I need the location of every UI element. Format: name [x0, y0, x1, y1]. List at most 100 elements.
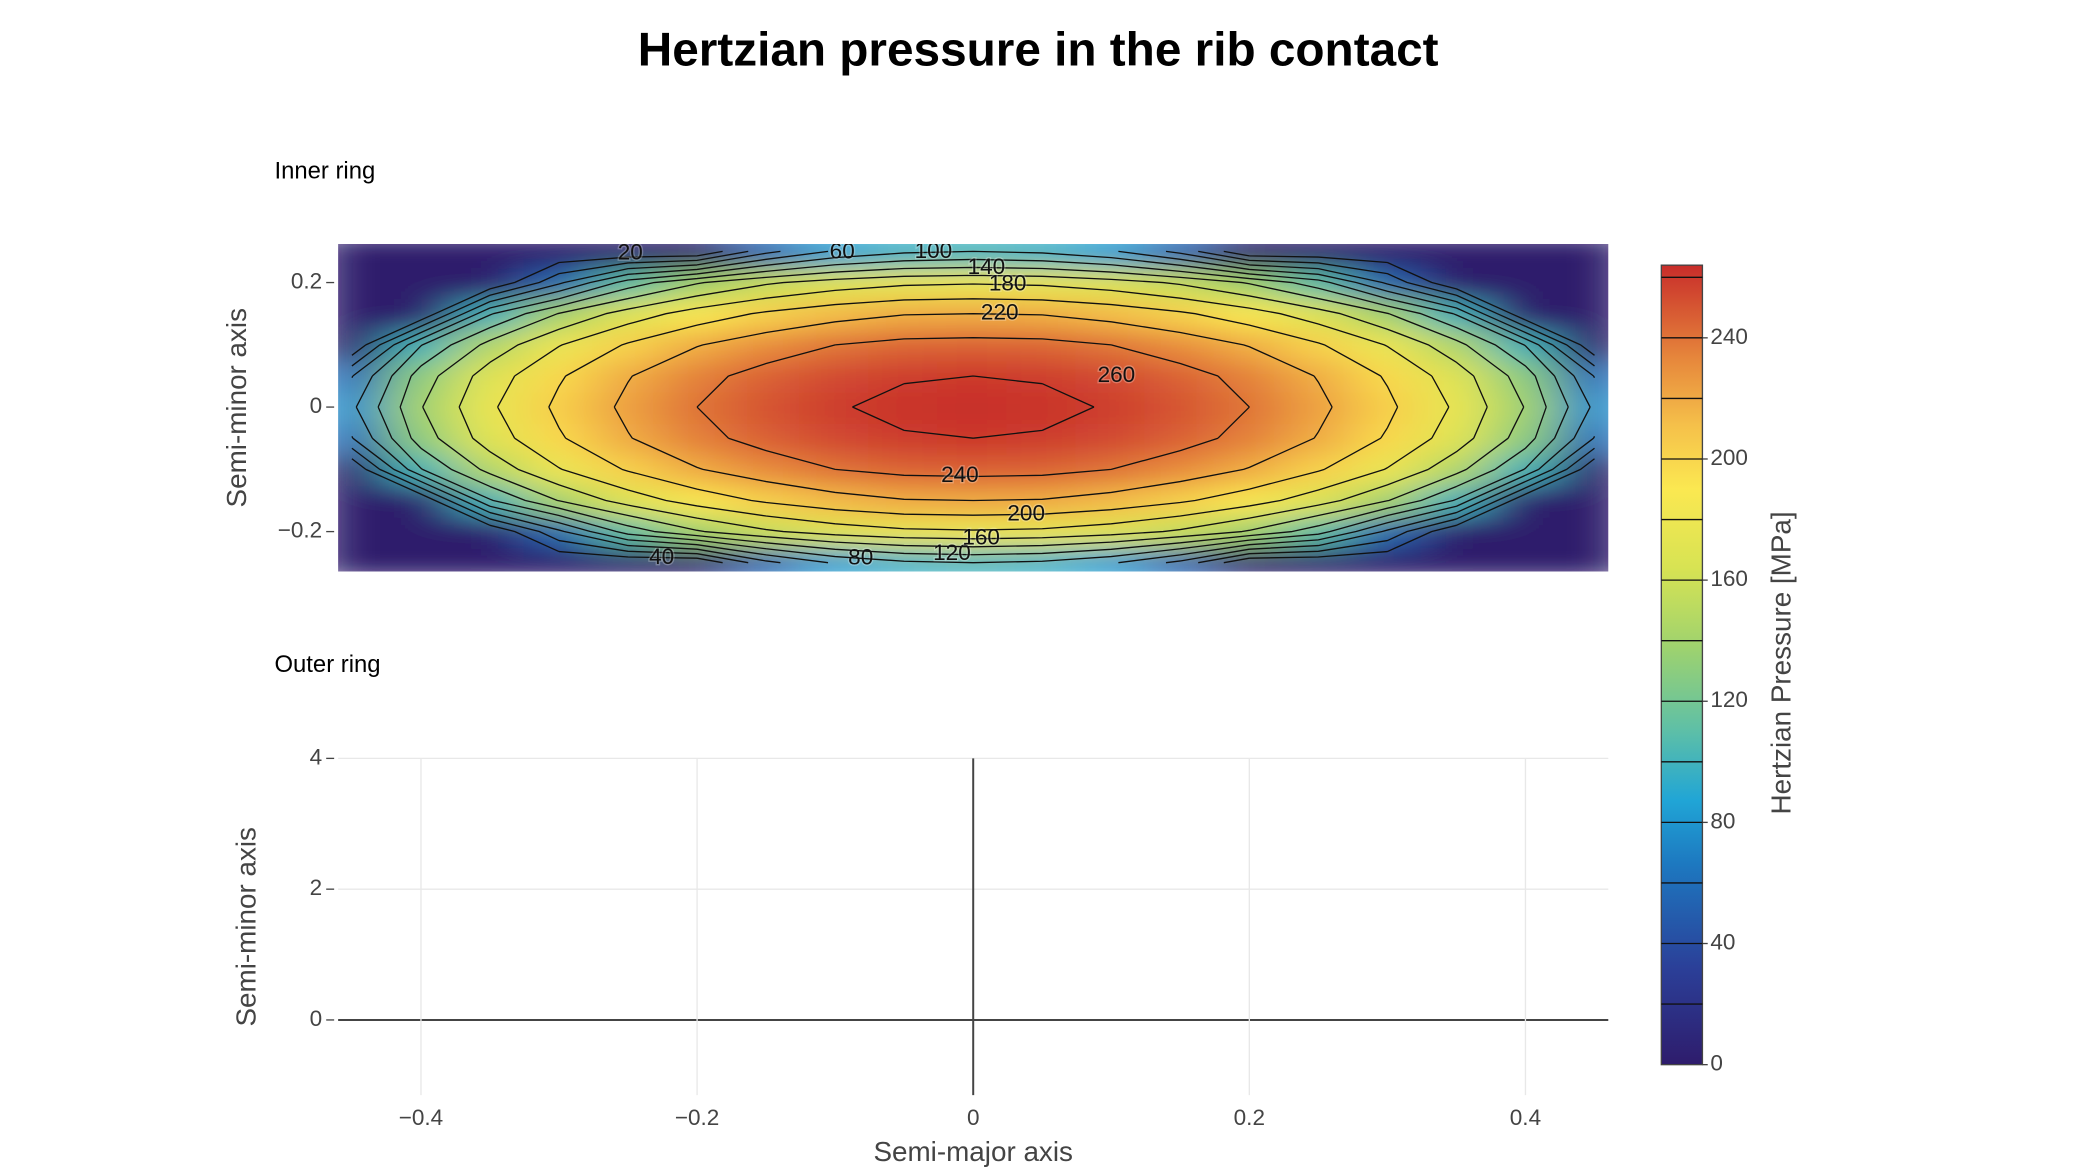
- heat-cell: [592, 421, 664, 456]
- heat-cell: [868, 327, 941, 362]
- heat-cell: [1489, 265, 1562, 300]
- contour-label: 60: [830, 238, 855, 263]
- heat-cell: [1558, 452, 1609, 487]
- heat-cell: [1420, 390, 1493, 424]
- heat-cell: [1075, 421, 1148, 456]
- heat-cell: [338, 265, 388, 300]
- heat-cell: [592, 483, 664, 518]
- heat-cell: [1006, 390, 1079, 424]
- heat-cell: [592, 296, 664, 331]
- heat-cell: [1351, 545, 1424, 572]
- heat-cell: [730, 327, 802, 362]
- contour-line: [351, 250, 1595, 564]
- heat-cell: [385, 514, 457, 549]
- heat-cell: [730, 359, 802, 393]
- heat-cell: [1213, 359, 1286, 393]
- y-axis-title: Semi-minor axis: [230, 827, 261, 1026]
- heat-cell: [868, 296, 941, 331]
- y-tick-label: 4: [310, 744, 323, 769]
- heat-cell: [937, 243, 1010, 269]
- heat-cell: [1489, 514, 1562, 549]
- heat-cell: [1213, 421, 1286, 456]
- heat-cell: [338, 243, 388, 269]
- contour-line: [458, 274, 1488, 540]
- heat-cell: [385, 265, 457, 300]
- heat-cell: [1489, 390, 1562, 424]
- heat-cell: [937, 452, 1010, 487]
- heat-cell: [868, 421, 941, 456]
- heat-cell: [523, 265, 595, 300]
- heat-cell: [1144, 483, 1217, 518]
- heat-cell: [1282, 452, 1355, 487]
- heat-cell: [1351, 243, 1424, 269]
- heat-cell: [1282, 359, 1355, 393]
- heat-cell: [1075, 390, 1148, 424]
- heat-cell: [523, 243, 595, 269]
- y-tick-label: 0.2: [291, 269, 322, 294]
- colorbar-tick-label: 0: [1710, 1051, 1723, 1076]
- chart-title: Hertzian pressure in the rib contact: [638, 24, 1439, 77]
- colorbar-tick-label: 40: [1710, 929, 1735, 954]
- x-tick-label: −0.4: [399, 1105, 443, 1130]
- heat-cell: [1006, 545, 1079, 572]
- heat-cell: [338, 390, 388, 424]
- heat-cell: [592, 359, 664, 393]
- heat-cell: [1558, 421, 1609, 456]
- heat-cell: [661, 452, 733, 487]
- heat-cell: [799, 359, 871, 393]
- heat-cell: [385, 243, 457, 269]
- contour-line: [497, 283, 1450, 531]
- heat-cell: [454, 327, 526, 362]
- y-axis-title: Semi-minor axis: [221, 308, 252, 507]
- heat-cell: [1489, 296, 1562, 331]
- heat-cell: [1006, 452, 1079, 487]
- heat-cell: [1489, 359, 1562, 393]
- x-tick-label: −0.2: [675, 1105, 719, 1130]
- contour-line: [351, 250, 1596, 564]
- heat-cell: [730, 390, 802, 424]
- heat-cell: [1282, 327, 1355, 362]
- heat-cell: [868, 243, 941, 269]
- heat-cell: [868, 452, 941, 487]
- heat-cell: [338, 327, 388, 362]
- heat-cell: [1282, 483, 1355, 518]
- heat-cell: [730, 296, 802, 331]
- subplot-title: Inner ring: [274, 158, 375, 185]
- heat-cell: [592, 452, 664, 487]
- heat-cell: [1558, 545, 1609, 572]
- heat-cell: [1282, 421, 1355, 456]
- heat-cell: [1144, 327, 1217, 362]
- heat-cell: [1558, 296, 1609, 331]
- heat-cell: [385, 359, 457, 393]
- heat-cell: [592, 545, 664, 572]
- heat-cell: [1489, 452, 1562, 487]
- contour-line: [399, 258, 1547, 556]
- y-tick-label: 0: [310, 393, 323, 418]
- heat-cell: [338, 514, 388, 549]
- colorbar-tick-label: 120: [1710, 687, 1748, 712]
- heat-cell: [338, 483, 388, 518]
- heat-cell: [799, 421, 871, 456]
- x-tick-label: 0.2: [1234, 1105, 1265, 1130]
- heat-cell: [868, 265, 941, 300]
- heat-cell: [1006, 359, 1079, 393]
- heat-cell: [1351, 514, 1424, 549]
- heat-cell: [661, 327, 733, 362]
- heat-cell: [338, 545, 388, 572]
- heat-cell: [1144, 421, 1217, 456]
- heat-cell: [1558, 390, 1609, 424]
- colorbar-tick-label: 160: [1710, 566, 1748, 591]
- heat-cell: [1351, 452, 1424, 487]
- heat-cell: [868, 545, 941, 572]
- heat-cell: [454, 545, 526, 572]
- heat-cell: [730, 452, 802, 487]
- heat-cell: [338, 296, 388, 331]
- contour-label: 160: [962, 524, 1000, 549]
- heat-cell: [1420, 243, 1493, 269]
- heat-cell: [338, 359, 388, 393]
- x-axis-title: Semi-major axis: [873, 1136, 1072, 1167]
- contour-line: [377, 250, 1569, 564]
- heat-cell: [730, 483, 802, 518]
- heat-cell: [385, 296, 457, 331]
- heat-cell: [868, 514, 941, 549]
